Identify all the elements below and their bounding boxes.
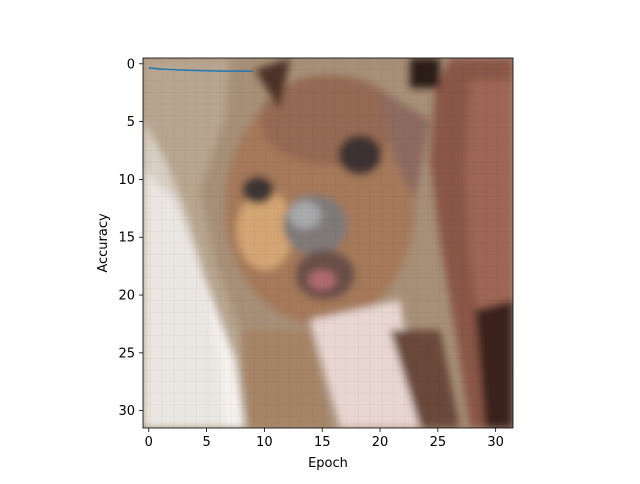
series-line xyxy=(148,67,253,73)
y-tick-label: 25 xyxy=(118,346,135,361)
x-tick-label: 25 xyxy=(430,435,447,450)
y-tick-label: 20 xyxy=(118,289,135,304)
x-axis-ticks: 0 5 10 15 20 25 30 xyxy=(145,428,504,450)
y-tick-label: 30 xyxy=(118,404,135,419)
x-tick-label: 5 xyxy=(202,435,210,450)
x-tick-label: 10 xyxy=(256,435,273,450)
y-tick-label: 0 xyxy=(127,57,135,72)
y-axis-label: Accuracy xyxy=(96,213,111,273)
x-tick-label: 30 xyxy=(487,435,504,450)
x-axis-label: Epoch xyxy=(308,456,348,471)
x-tick-label: 0 xyxy=(145,435,153,450)
y-tick-label: 10 xyxy=(118,173,135,188)
x-tick-label: 15 xyxy=(314,435,331,450)
x-tick-label: 20 xyxy=(372,435,389,450)
y-tick-label: 15 xyxy=(118,231,135,246)
y-tick-label: 5 xyxy=(127,115,135,130)
y-axis-ticks: 0 5 10 15 20 25 30 xyxy=(118,57,143,419)
plot-frame xyxy=(142,57,514,429)
series-lines xyxy=(148,67,253,73)
background-image xyxy=(143,58,513,428)
